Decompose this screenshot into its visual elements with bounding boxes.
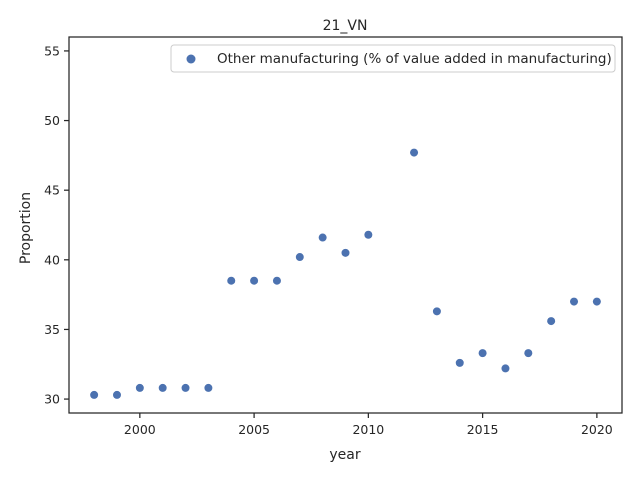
x-axis-ticks: 2000 2005 2010 2015 2020 bbox=[124, 413, 613, 437]
y-tick-label: 50 bbox=[44, 113, 60, 128]
data-point bbox=[547, 317, 556, 326]
data-points bbox=[90, 148, 601, 399]
data-point bbox=[135, 383, 144, 392]
x-tick-label: 2000 bbox=[124, 422, 156, 437]
y-tick-label: 40 bbox=[44, 252, 60, 267]
y-tick-label: 30 bbox=[44, 392, 60, 407]
y-axis-ticks: 30 35 40 45 50 55 bbox=[44, 43, 69, 407]
data-point bbox=[432, 307, 441, 316]
chart-title: 21_VN bbox=[323, 18, 368, 34]
y-tick-label: 45 bbox=[44, 183, 60, 198]
y-tick-label: 55 bbox=[44, 43, 60, 58]
data-point bbox=[478, 349, 487, 358]
x-tick-label: 2015 bbox=[467, 422, 499, 437]
x-tick-label: 2020 bbox=[581, 422, 613, 437]
legend: Other manufacturing (% of value added in… bbox=[170, 44, 616, 73]
data-point bbox=[204, 383, 213, 392]
data-point bbox=[501, 364, 510, 373]
data-point bbox=[318, 233, 327, 242]
data-point bbox=[272, 276, 281, 285]
data-point bbox=[524, 349, 533, 358]
data-point bbox=[250, 276, 259, 285]
x-tick-label: 2010 bbox=[352, 422, 384, 437]
data-point bbox=[181, 383, 190, 392]
data-point bbox=[455, 358, 464, 367]
data-point bbox=[295, 253, 304, 262]
data-point bbox=[570, 297, 579, 306]
legend-marker bbox=[186, 54, 196, 64]
data-point bbox=[341, 248, 350, 257]
y-tick-label: 35 bbox=[44, 322, 60, 337]
data-point bbox=[410, 148, 419, 157]
data-point bbox=[90, 390, 99, 399]
data-point bbox=[227, 276, 236, 285]
x-axis-label: year bbox=[329, 447, 360, 463]
data-point bbox=[112, 390, 121, 399]
x-tick-label: 2005 bbox=[238, 422, 270, 437]
legend-label: Other manufacturing (% of value added in… bbox=[217, 51, 612, 67]
y-axis-label: Proportion bbox=[18, 192, 34, 264]
data-point bbox=[364, 230, 373, 239]
data-point bbox=[158, 383, 167, 392]
plot-frame bbox=[68, 36, 623, 414]
legend-box bbox=[170, 44, 616, 73]
data-point bbox=[592, 297, 601, 306]
